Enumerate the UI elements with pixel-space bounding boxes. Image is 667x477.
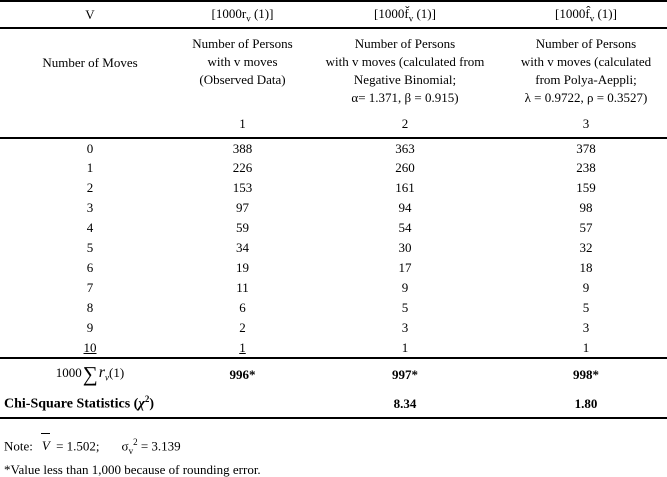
header-line: with v moves bbox=[207, 54, 278, 69]
cell-negbin: 94 bbox=[398, 200, 412, 215]
sum-polya: 998* bbox=[573, 366, 599, 382]
cell-observed: 2 bbox=[239, 320, 246, 335]
table-row: 0 388 363 378 bbox=[0, 138, 667, 158]
cell-moves: 1 bbox=[86, 160, 94, 175]
cell-polya: 32 bbox=[579, 240, 593, 255]
header-line: with v moves (calculated bbox=[520, 54, 652, 69]
table-row: 6 19 17 18 bbox=[0, 258, 667, 278]
note-label: Note: bbox=[4, 438, 33, 454]
header-row-symbols: V [1000rv (1)] [1000f̌v (1)] [1000f̂v (1… bbox=[0, 1, 667, 29]
table-row: 9 2 3 3 bbox=[0, 318, 667, 338]
sigma-lower-symbol: σ bbox=[121, 438, 129, 454]
header-row-descriptions: Number of Moves Number of Persons with v… bbox=[0, 28, 667, 139]
header-observed-formula: [1000rv (1)] bbox=[180, 1, 305, 29]
cell-observed: 6 bbox=[239, 300, 246, 315]
cell-observed: 11 bbox=[236, 280, 249, 295]
chi-negbin: 8.34 bbox=[305, 390, 505, 419]
cell-polya: 3 bbox=[582, 320, 590, 335]
cell-observed: 34 bbox=[236, 240, 249, 255]
v-symbol: V bbox=[85, 6, 95, 22]
cell-observed: 388 bbox=[232, 140, 253, 156]
cell-polya: 5 bbox=[582, 300, 590, 315]
cell-moves: 8 bbox=[86, 300, 94, 315]
cell-polya: 1 bbox=[505, 338, 667, 359]
chi-symbol: χ bbox=[138, 396, 145, 412]
header-polya-description: Number of Persons with v moves (calculat… bbox=[505, 28, 667, 139]
table-row: 8 6 5 5 bbox=[0, 298, 667, 318]
cell-moves: 3 bbox=[86, 200, 94, 215]
cell-observed: 19 bbox=[236, 260, 249, 275]
cell-polya: 238 bbox=[576, 160, 596, 175]
cell-negbin: 161 bbox=[395, 180, 415, 195]
chi-observed bbox=[180, 390, 305, 419]
cell-observed: 97 bbox=[236, 200, 249, 215]
cell-polya: 57 bbox=[579, 220, 593, 235]
header-negbin-formula: [1000f̌v (1)] bbox=[305, 1, 505, 29]
header-negbin-description: Number of Persons with v moves (calculat… bbox=[305, 28, 505, 139]
header-line: Number of Persons bbox=[535, 36, 637, 51]
footnote-rounding: *Value less than 1,000 because of roundi… bbox=[4, 461, 261, 477]
cell-observed: 226 bbox=[232, 160, 253, 175]
sum-observed: 996* bbox=[229, 366, 256, 382]
table-row: 2 153 161 159 bbox=[0, 178, 667, 198]
cell-moves: 5 bbox=[86, 240, 94, 255]
sum-formula: 1000∑rv(1) bbox=[55, 362, 125, 386]
table-row: 7 11 9 9 bbox=[0, 278, 667, 298]
sum-negbin: 997* bbox=[392, 366, 418, 382]
chi-polya: 1.80 bbox=[505, 390, 667, 419]
cell-moves: 9 bbox=[86, 320, 94, 335]
header-observed-description: Number of Persons with v moves (Observed… bbox=[180, 28, 305, 139]
cell-negbin: 260 bbox=[395, 160, 415, 175]
cell-moves: 4 bbox=[86, 220, 94, 235]
cell-polya: 9 bbox=[582, 280, 590, 295]
header-line: with v moves (calculated from bbox=[325, 54, 485, 69]
cell-polya: 378 bbox=[576, 140, 596, 156]
chi-square-label: Chi-Square Statistics (χ2) bbox=[0, 390, 180, 419]
cell-moves: 0 bbox=[86, 140, 94, 156]
cell-negbin: 363 bbox=[395, 140, 415, 156]
cell-observed: 153 bbox=[232, 180, 253, 195]
table-notes: Note: V = 1.502; σv2 = 3.139 *Value less t… bbox=[4, 433, 667, 477]
table-row: 10 1 1 1 bbox=[0, 338, 667, 359]
cell-negbin: 3 bbox=[401, 320, 409, 335]
chi-square-row: Chi-Square Statistics (χ2) 8.34 1.80 bbox=[0, 390, 667, 419]
cell-polya: 18 bbox=[579, 260, 593, 275]
header-line: α= 1.371, β = 0.915) bbox=[351, 90, 459, 105]
frequency-table: V [1000rv (1)] [1000f̌v (1)] [1000f̂v (1… bbox=[0, 0, 667, 419]
cell-moves: 6 bbox=[86, 260, 94, 275]
cell-moves: 7 bbox=[86, 280, 94, 295]
header-line: from Polya-Aeppli; bbox=[535, 72, 637, 87]
table-row: 4 59 54 57 bbox=[0, 218, 667, 238]
header-polya-formula: [1000f̂v (1)] bbox=[505, 1, 667, 29]
header-line: λ = 0.9722, ρ = 0.3527) bbox=[524, 90, 648, 105]
header-number-of-moves: Number of Moves bbox=[0, 28, 180, 139]
column-number-3: 3 bbox=[582, 116, 590, 131]
cell-moves: 2 bbox=[86, 180, 94, 195]
cell-observed: 59 bbox=[236, 220, 249, 235]
column-number-1: 1 bbox=[239, 116, 246, 131]
table-row: 1 226 260 238 bbox=[0, 158, 667, 178]
sum-row: 1000∑rv(1) 996* 997* 998* bbox=[0, 358, 667, 390]
cell-moves: 10 bbox=[0, 338, 180, 359]
table-row: 5 34 30 32 bbox=[0, 238, 667, 258]
header-line: (Observed Data) bbox=[199, 72, 286, 87]
cell-polya: 159 bbox=[576, 180, 596, 195]
header-v: V bbox=[0, 1, 180, 29]
table-row: 3 97 94 98 bbox=[0, 198, 667, 218]
cell-polya: 98 bbox=[579, 200, 593, 215]
cell-negbin: 9 bbox=[401, 280, 409, 295]
cell-negbin: 54 bbox=[398, 220, 412, 235]
header-line: Number of Persons bbox=[354, 36, 456, 51]
cell-negbin: 5 bbox=[401, 300, 409, 315]
header-line: Negative Binomial; bbox=[353, 72, 457, 87]
cell-observed: 1 bbox=[180, 338, 305, 359]
cell-negbin: 30 bbox=[398, 240, 412, 255]
column-number-2: 2 bbox=[401, 116, 409, 131]
cell-negbin: 17 bbox=[398, 260, 412, 275]
note-statistics: Note: V = 1.502; σv2 = 3.139 bbox=[4, 437, 181, 456]
cell-negbin: 1 bbox=[305, 338, 505, 359]
sigma-symbol: ∑ bbox=[82, 362, 98, 386]
header-line: Number of Persons bbox=[192, 36, 293, 51]
v-bar-symbol: V bbox=[39, 438, 53, 453]
